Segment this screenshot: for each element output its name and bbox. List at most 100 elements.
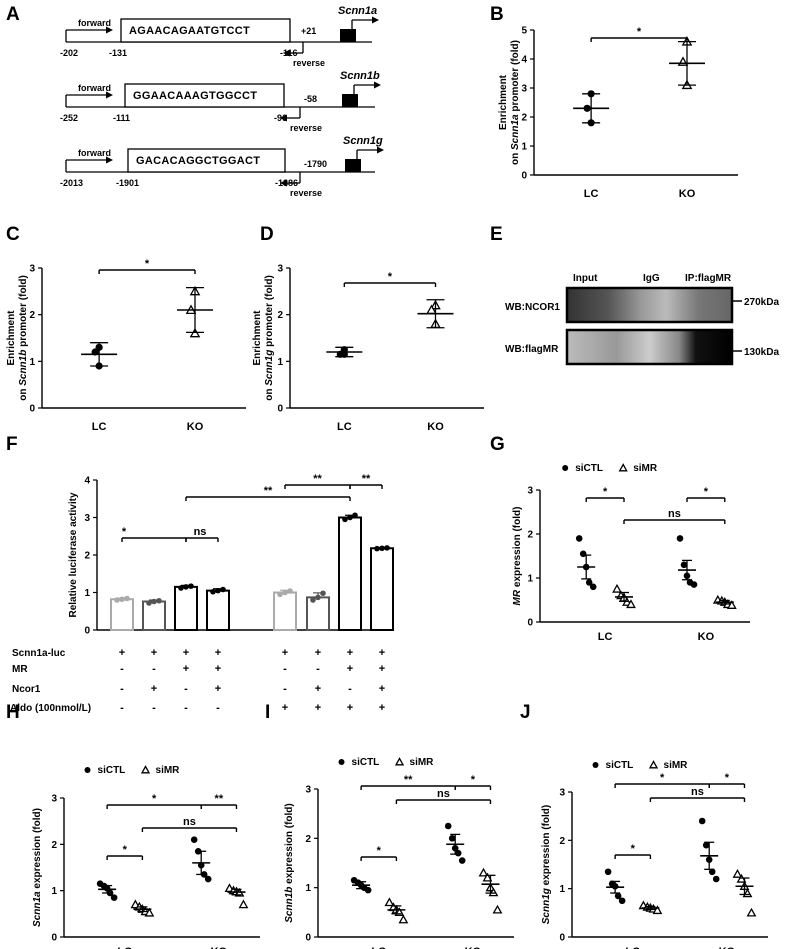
position-element-start: -1901 [116, 178, 139, 188]
condition-mark: + [379, 702, 385, 714]
chart-i: 0 1 2 3 Scnn1b expression (fold) LC KO siCTL siM… [284, 757, 514, 949]
data-point [698, 817, 706, 825]
y-tick-label: 2 [29, 310, 35, 321]
y-axis-label-gene: Scnn1g [541, 888, 552, 924]
y-tick-label: 3 [527, 486, 533, 497]
significance-label: ** [404, 774, 413, 786]
significance-label: * [603, 486, 608, 498]
significance-label: * [122, 526, 127, 538]
significance-label: * [123, 844, 128, 856]
x-category-label: LC [598, 631, 613, 643]
y-tick-label: 0 [305, 933, 311, 944]
forward-primer-label: forward [78, 148, 111, 158]
x-category-label: KO [719, 946, 736, 949]
blot-flagmr [565, 328, 734, 366]
data-point [488, 887, 499, 897]
y-axis-label-word: (fold) [264, 275, 275, 303]
bar [370, 547, 394, 631]
significance-label: ** [313, 473, 322, 485]
y-axis-label: Scnn1a expression (fold) [32, 808, 43, 927]
blot-row-label: WB:flagMR [505, 344, 559, 355]
bar [306, 596, 330, 631]
significance-label: * [660, 772, 665, 784]
condition-mark: - [120, 702, 124, 714]
gene-name-label: Scnn1g [343, 135, 383, 147]
gene-exon-block [342, 94, 358, 107]
y-tick-label: 1 [277, 357, 283, 368]
data-point [478, 867, 489, 877]
legend-label: siCTL [352, 757, 380, 768]
x-category-label: LC [337, 421, 352, 433]
significance-label: * [377, 845, 382, 857]
data-point [444, 822, 452, 830]
y-axis-label-word: (fold) [510, 40, 521, 68]
response-element-sequence: GGAACAAAGTGGCCT [133, 90, 257, 102]
condition-mark: + [347, 663, 353, 675]
y-axis-label: Enrichmenton Scnn1g promoter (fold) [252, 275, 275, 401]
panel-label-i: I [265, 702, 270, 723]
y-axis-label-line: on Scnn1b promoter (fold) [18, 275, 29, 401]
forward-primer-arrowhead [106, 26, 113, 34]
condition-mark: + [315, 702, 321, 714]
condition-mark: - [184, 683, 188, 695]
data-point [398, 914, 409, 924]
position-element-end: -1886 [275, 178, 298, 188]
y-axis-label-gene: Scnn1a [32, 891, 43, 927]
data-point [119, 596, 125, 603]
lane-label: IP:flagMR [685, 273, 732, 284]
data-point [114, 597, 120, 603]
data-point [277, 591, 283, 598]
position-element-start: -111 [113, 113, 130, 123]
y-axis-label: Enrichmenton Scnn1b promoter (fold) [6, 275, 29, 401]
size-marker-label: 270kDa [744, 297, 779, 308]
y-axis-label-line: Enrichment [498, 74, 509, 130]
condition-mark: - [216, 702, 220, 714]
data-point [575, 535, 583, 542]
y-axis-label-rest: expression (fold) [284, 803, 295, 886]
legend-marker-circle [84, 767, 91, 773]
panel-label-b: B [490, 4, 504, 25]
y-axis-label-line: Enrichment [252, 310, 263, 366]
data-point [379, 545, 385, 552]
y-axis-label-gene: Scnn1b [284, 887, 295, 923]
forward-primer-arrowhead [106, 91, 113, 99]
data-point [352, 512, 358, 519]
data-point [482, 872, 493, 882]
y-tick-label: 0 [277, 404, 283, 415]
data-point [708, 868, 716, 876]
x-category-label: KO [211, 946, 228, 949]
data-point [320, 590, 326, 597]
y-tick-label: 3 [51, 794, 57, 805]
x-category-label: LC [371, 946, 386, 949]
condition-mark: - [152, 663, 156, 675]
y-axis-label-word: on [18, 389, 29, 401]
x-category-label: LC [625, 946, 640, 949]
reverse-primer-arrowhead [280, 179, 287, 187]
data-point [589, 583, 597, 591]
data-point [454, 849, 462, 857]
condition-mark: + [151, 683, 157, 695]
panel-label-d: D [260, 224, 274, 245]
y-axis-label-word: promoter [264, 303, 275, 350]
reverse-primer-label: reverse [293, 58, 325, 68]
data-point [585, 579, 593, 586]
condition-mark: - [283, 683, 287, 695]
y-tick-label: 1 [84, 588, 90, 599]
y-tick-label: 0 [521, 171, 527, 182]
y-tick-label: 1 [305, 883, 311, 894]
condition-label: Scnn1a-luc [12, 648, 66, 659]
data-point [220, 586, 226, 593]
y-tick-label: 0 [559, 933, 565, 944]
data-point [144, 907, 155, 917]
reverse-primer-label: reverse [290, 123, 322, 133]
chart-f: 0 1 2 3 4 Relative luciferase activity * ns ** **… [10, 473, 394, 714]
tss-arrowhead [377, 146, 384, 154]
data-point [746, 907, 757, 917]
y-tick-label: 3 [305, 785, 311, 796]
data-point [604, 868, 612, 876]
data-point [315, 594, 321, 601]
significance-label: * [471, 774, 476, 786]
y-axis-label: Enrichmenton Scnn1a promoter (fold) [498, 40, 521, 165]
data-point [618, 897, 626, 905]
